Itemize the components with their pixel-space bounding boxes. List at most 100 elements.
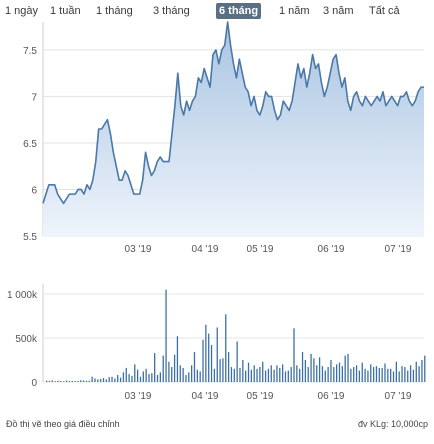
volume-bar: [299, 368, 301, 382]
volume-bar: [247, 362, 250, 382]
volume-bar: [344, 355, 346, 382]
volume-bar: [136, 369, 139, 382]
volume-bar: [151, 373, 153, 382]
volume-bar: [97, 379, 99, 382]
volume-bar: [210, 345, 213, 382]
volume-bar: [279, 367, 281, 382]
volume-bar: [142, 371, 144, 382]
volume-bar: [390, 368, 392, 382]
range-button-7[interactable]: Tất cả: [369, 5, 400, 17]
price-line: [42, 21, 424, 205]
volume-bar: [105, 379, 107, 382]
price-y-axis: 5.5 6 6.5 7 7.5: [23, 22, 44, 243]
volume-bar: [122, 372, 125, 382]
volume-bar: [409, 365, 412, 382]
x-tick-label-top: 05 '19: [247, 244, 274, 255]
volume-bar: [353, 367, 355, 382]
volume-unit-note: đv KLg: 10,000cp: [357, 419, 428, 429]
volume-bar: [60, 380, 62, 382]
volume-bar: [154, 352, 156, 382]
price-tick-label: 5.5: [23, 232, 37, 243]
volume-bar: [225, 314, 227, 382]
range-button-0[interactable]: 1 ngày: [5, 5, 39, 17]
volume-bar: [131, 375, 133, 382]
volume-bar: [316, 365, 318, 382]
volume-bar: [259, 367, 261, 382]
volume-bar: [262, 361, 264, 382]
volume-bar: [111, 376, 113, 382]
volume-bar: [418, 366, 420, 382]
volume-bar: [333, 367, 335, 382]
range-button-4[interactable]: 6 tháng: [216, 3, 262, 19]
volume-bar: [256, 368, 258, 382]
volume-tick-label: 500k: [15, 334, 38, 345]
volume-bar: [264, 370, 267, 382]
volume-bar: [336, 364, 338, 382]
volume-bar: [63, 381, 65, 382]
volume-bar: [245, 370, 247, 382]
price-area-fill: [43, 22, 424, 236]
volume-bar: [159, 372, 162, 382]
volume-bar: [196, 369, 198, 382]
volume-bar: [330, 360, 332, 382]
x-tick-label-bottom: 04 '19: [192, 391, 219, 402]
volume-bar: [361, 362, 363, 382]
range-button-2[interactable]: 1 tháng: [96, 5, 133, 17]
volume-bar: [219, 359, 221, 382]
volume-bar: [156, 374, 159, 382]
volume-bar: [381, 367, 383, 382]
volume-bar: [375, 366, 378, 382]
range-button-6[interactable]: 3 năm: [323, 5, 354, 17]
volume-bar: [318, 357, 321, 382]
volume-bar: [293, 328, 295, 382]
volume-bar: [168, 361, 170, 382]
volume-bar: [284, 371, 287, 382]
volume-bar: [296, 365, 298, 382]
range-button-3[interactable]: 3 tháng: [153, 5, 190, 17]
volume-bar: [398, 371, 400, 382]
volume-bars: [46, 289, 426, 382]
volume-y-axis: 0 500k 1 000k: [7, 284, 44, 389]
volume-bar: [307, 367, 309, 382]
volume-bar: [148, 374, 150, 382]
volume-bar: [91, 376, 93, 382]
volume-bar: [117, 374, 119, 382]
volume-bar: [401, 366, 403, 382]
volume-bar: [114, 378, 116, 382]
volume-bar: [287, 370, 289, 382]
volume-bar: [125, 367, 127, 382]
x-tick-label-top: 06 '19: [318, 244, 345, 255]
volume-bar: [134, 364, 136, 382]
volume-bar: [407, 370, 409, 382]
volume-bar: [267, 368, 270, 382]
volume-bar: [102, 378, 105, 382]
volume-bar: [239, 367, 241, 382]
volume-bar: [276, 365, 278, 382]
volume-bar: [80, 380, 82, 382]
volume-bar: [242, 360, 244, 382]
volume-bar: [424, 355, 426, 382]
volume-bar: [347, 353, 349, 382]
volume-bar: [46, 380, 48, 382]
volume-bar: [182, 367, 184, 382]
volume-bar: [327, 367, 329, 382]
range-button-5[interactable]: 1 năm: [279, 5, 310, 17]
volume-bar: [421, 360, 423, 382]
volume-bar: [415, 361, 417, 382]
volume-tick-label: 1 000k: [7, 290, 38, 301]
range-button-1[interactable]: 1 tuần: [50, 5, 81, 17]
volume-bar: [358, 370, 361, 382]
volume-bar: [222, 358, 224, 382]
volume-bar: [370, 364, 372, 382]
volume-bar: [350, 368, 352, 382]
volume-bar: [384, 363, 386, 382]
volume-bar: [193, 352, 196, 382]
volume-bar: [341, 366, 343, 382]
x-axis: 03 '19 03 '19 04 '19 04 '19 05 '19 05 '19 06 '…: [125, 244, 412, 402]
volume-bar: [162, 355, 164, 382]
volume-bar: [71, 380, 73, 382]
price-tick-label: 7: [31, 92, 37, 103]
volume-bar: [270, 365, 272, 382]
price-tick-label: 6.5: [23, 139, 37, 150]
volume-bar: [82, 380, 85, 382]
